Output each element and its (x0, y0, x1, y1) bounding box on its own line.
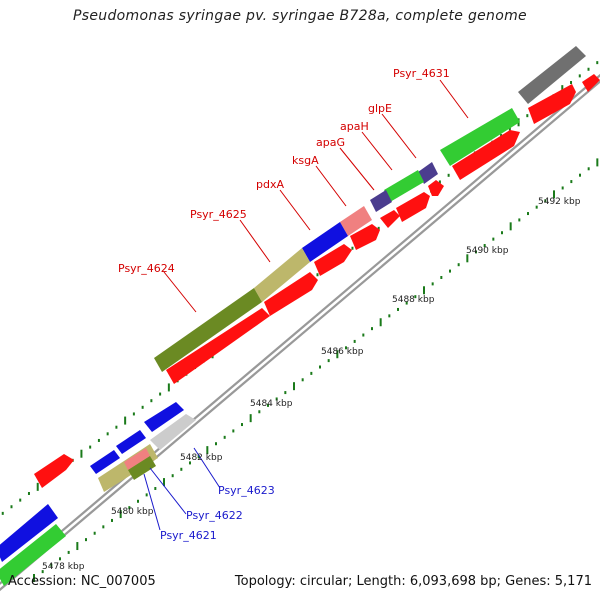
kbp-label-5488: 5488 kbp (392, 295, 435, 305)
gene-psyr-4623[interactable] (150, 414, 196, 450)
gene-apah[interactable] (384, 170, 424, 202)
gene-apag[interactable] (370, 190, 392, 212)
gene-rev-11[interactable] (34, 454, 74, 488)
gene-rev-7[interactable] (350, 224, 380, 250)
gene-label-psyr-4631: Psyr_4631 (393, 67, 450, 80)
label-leader-lines (143, 79, 469, 531)
gene-label-psyr-4622: Psyr_4622 (186, 509, 243, 522)
gene-label-apah: apaH (340, 120, 369, 133)
genome-stats-text: Topology: circular; Length: 6,093,698 bp… (234, 574, 592, 589)
gene-ksga[interactable] (340, 206, 372, 236)
kbp-label-5478: 5478 kbp (42, 562, 85, 572)
gene-label-psyr-4623: Psyr_4623 (218, 484, 275, 497)
gene-psyr-4621[interactable] (0, 524, 66, 586)
gene-rev-8[interactable] (314, 244, 352, 276)
gene-rev-10[interactable] (166, 308, 270, 384)
reverse-genes (34, 74, 600, 488)
gene-glpe[interactable] (418, 162, 438, 184)
gene-rev-5[interactable] (396, 192, 430, 222)
kbp-label-5480: 5480 kbp (111, 507, 154, 517)
gene-label-pdxa: pdxA (256, 178, 284, 191)
accession-text: Accession: NC_007005 (8, 574, 156, 589)
gene-rev-6[interactable] (380, 210, 400, 228)
inner-tick-marks (33, 158, 599, 582)
gene-rev-9[interactable] (264, 272, 318, 316)
gene-label-apag: apaG (316, 136, 345, 149)
gene-labels-top: Psyr_4624 Psyr_4625 pdxA ksgA apaG apaH … (118, 67, 450, 275)
gene-labels-bottom: Psyr_4621 Psyr_4622 Psyr_4623 (160, 484, 275, 542)
genome-title: Pseudomonas syringae pv. syringae B728a,… (73, 8, 527, 24)
kbp-tick-labels: 5478 kbp 5480 kbp 5482 kbp 5484 kbp 5486… (42, 197, 581, 572)
gene-psyr-4631[interactable] (518, 46, 586, 104)
gene-rev-1[interactable] (528, 84, 576, 124)
gene-label-psyr-4624: Psyr_4624 (118, 262, 175, 275)
gene-rev-2[interactable] (582, 74, 600, 92)
gene-blue-a[interactable] (144, 402, 184, 432)
gene-psyr-4620[interactable] (0, 504, 58, 562)
gene-label-psyr-4621: Psyr_4621 (160, 529, 217, 542)
gene-glpe-region[interactable] (440, 108, 520, 166)
kbp-label-5482: 5482 kbp (180, 453, 223, 463)
gene-psyr-4624[interactable] (154, 288, 262, 372)
gene-label-psyr-4625: Psyr_4625 (190, 208, 247, 221)
gene-blue-c[interactable] (90, 450, 120, 474)
genome-backbone (0, 73, 600, 592)
other-genes (90, 402, 196, 474)
kbp-label-5486: 5486 kbp (321, 347, 364, 357)
gene-psyr-4622c[interactable] (128, 456, 156, 480)
gene-psyr-4625[interactable] (254, 248, 310, 302)
gene-rev-4[interactable] (428, 180, 444, 196)
gene-label-ksga: ksgA (292, 154, 319, 167)
gene-blue-b[interactable] (116, 430, 146, 454)
gene-psyr-4622b[interactable] (124, 448, 150, 470)
gene-pdxa[interactable] (302, 222, 348, 262)
forward-genes (0, 46, 586, 586)
gene-rev-3[interactable] (452, 130, 520, 180)
kbp-label-5490: 5490 kbp (466, 246, 509, 256)
kbp-label-5484: 5484 kbp (250, 399, 293, 409)
kbp-label-5492: 5492 kbp (538, 197, 581, 207)
gene-label-glpe: glpE (368, 102, 392, 115)
